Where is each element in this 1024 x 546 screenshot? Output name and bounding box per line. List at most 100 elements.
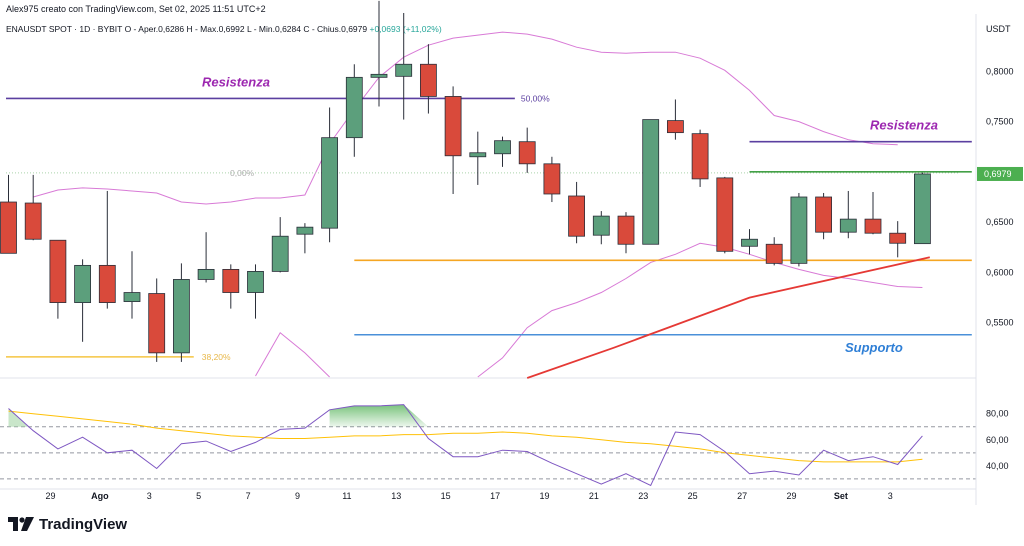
candle-body bbox=[395, 63, 413, 77]
candle-body bbox=[765, 243, 783, 264]
candle bbox=[765, 237, 783, 266]
candle bbox=[24, 174, 42, 241]
axes-layer: USDT 0,8000 0,7500 0,6500 0,6000 0,5500 29 Ago 3… bbox=[45, 14, 1023, 505]
candle-body bbox=[617, 215, 635, 245]
candle-body bbox=[148, 293, 166, 354]
candle bbox=[592, 211, 610, 245]
candle bbox=[642, 119, 660, 245]
level-label: Supporto bbox=[845, 340, 903, 355]
candle-body bbox=[98, 264, 116, 303]
candle-body bbox=[444, 96, 462, 157]
level-label: Resistenza bbox=[202, 74, 270, 89]
candle-body bbox=[222, 268, 240, 293]
candle bbox=[444, 86, 462, 194]
candle bbox=[321, 107, 339, 243]
candle-body bbox=[24, 202, 42, 240]
tradingview-logo-icon bbox=[8, 516, 34, 533]
chart-grid bbox=[0, 377, 976, 490]
support-trendline bbox=[526, 256, 930, 379]
candle-body bbox=[370, 73, 388, 78]
brand-name: TradingView bbox=[39, 516, 128, 533]
candle-body bbox=[247, 271, 264, 293]
candles-layer bbox=[0, 0, 931, 362]
price-tick-label: 0,5500 bbox=[986, 318, 1014, 328]
candle-body bbox=[419, 63, 437, 97]
candle-body bbox=[518, 141, 536, 165]
time-tick-label: 17 bbox=[490, 491, 500, 501]
time-tick-label: Set bbox=[834, 491, 848, 501]
candle bbox=[123, 251, 141, 319]
bollinger-bands bbox=[33, 31, 923, 378]
candle bbox=[395, 12, 413, 120]
time-tick-label: 7 bbox=[246, 491, 251, 501]
candle bbox=[271, 217, 289, 273]
candle-body bbox=[716, 177, 734, 252]
rsi-pane bbox=[0, 404, 976, 487]
candle bbox=[0, 174, 17, 254]
candle-body bbox=[543, 163, 561, 195]
candle-body bbox=[123, 292, 141, 302]
candle bbox=[716, 176, 734, 254]
currency-label: USDT bbox=[986, 24, 1011, 34]
time-tick-label: 29 bbox=[786, 491, 796, 501]
candle bbox=[222, 264, 240, 309]
time-tick-label: 29 bbox=[45, 491, 55, 501]
candle-body bbox=[592, 215, 610, 236]
candle bbox=[889, 221, 907, 258]
candle bbox=[543, 156, 561, 203]
candle bbox=[370, 0, 388, 107]
candle bbox=[864, 191, 882, 235]
candle bbox=[568, 181, 585, 244]
tradingview-brand[interactable]: TradingView bbox=[8, 516, 127, 533]
last-price-label: 0,6979 bbox=[984, 169, 1012, 179]
price-tick-label: 0,6500 bbox=[986, 217, 1014, 227]
candle-body bbox=[321, 137, 339, 229]
time-tick-label: Ago bbox=[91, 491, 109, 501]
candle-body bbox=[74, 264, 91, 303]
candle-body bbox=[469, 152, 487, 158]
rsi-tick-label: 80,00 bbox=[986, 409, 1009, 419]
trendline-layer bbox=[526, 256, 930, 379]
candle bbox=[247, 264, 264, 319]
candle bbox=[790, 192, 808, 267]
level-label: Resistenza bbox=[870, 118, 938, 133]
candle-body bbox=[49, 239, 67, 303]
time-tick-label: 9 bbox=[295, 491, 300, 501]
candle-body bbox=[914, 173, 931, 245]
rsi-overbought-fill bbox=[329, 404, 429, 427]
candle bbox=[296, 223, 314, 254]
candle-body bbox=[172, 279, 190, 354]
candle bbox=[197, 232, 215, 283]
ohlc-values: O - Aper.0,6286 H - Max.0,6992 L - Min.0… bbox=[124, 24, 368, 34]
time-tick-label: 13 bbox=[391, 491, 401, 501]
time-tick-label: 3 bbox=[888, 491, 893, 501]
candle-body bbox=[691, 133, 709, 180]
candle-body bbox=[667, 120, 684, 134]
candle bbox=[172, 263, 190, 362]
price-tick-label: 0,6000 bbox=[986, 267, 1014, 277]
candle-body bbox=[815, 196, 832, 233]
candle bbox=[98, 190, 116, 309]
candle-body bbox=[889, 232, 907, 244]
time-tick-label: 25 bbox=[688, 491, 698, 501]
candle bbox=[815, 192, 832, 240]
symbol-name[interactable]: ENAUSDT SPOT · 1D · BYBIT bbox=[6, 24, 123, 34]
time-tick-label: 23 bbox=[638, 491, 648, 501]
candle-body bbox=[839, 218, 857, 233]
time-tick-label: 5 bbox=[196, 491, 201, 501]
candle bbox=[518, 127, 536, 173]
fib-level-tag: 38,20% bbox=[202, 352, 231, 362]
rsi-ma-line bbox=[8, 410, 923, 463]
time-tick-label: 11 bbox=[342, 491, 351, 501]
candle-body bbox=[494, 140, 511, 155]
price-tick-label: 0,8000 bbox=[986, 66, 1014, 76]
candle bbox=[914, 172, 931, 245]
candle-body bbox=[296, 226, 314, 235]
candle bbox=[419, 44, 437, 114]
candle bbox=[691, 129, 709, 187]
rsi-line bbox=[8, 404, 923, 487]
candle bbox=[667, 99, 684, 140]
candle bbox=[345, 64, 363, 157]
time-tick-label: 27 bbox=[737, 491, 747, 501]
